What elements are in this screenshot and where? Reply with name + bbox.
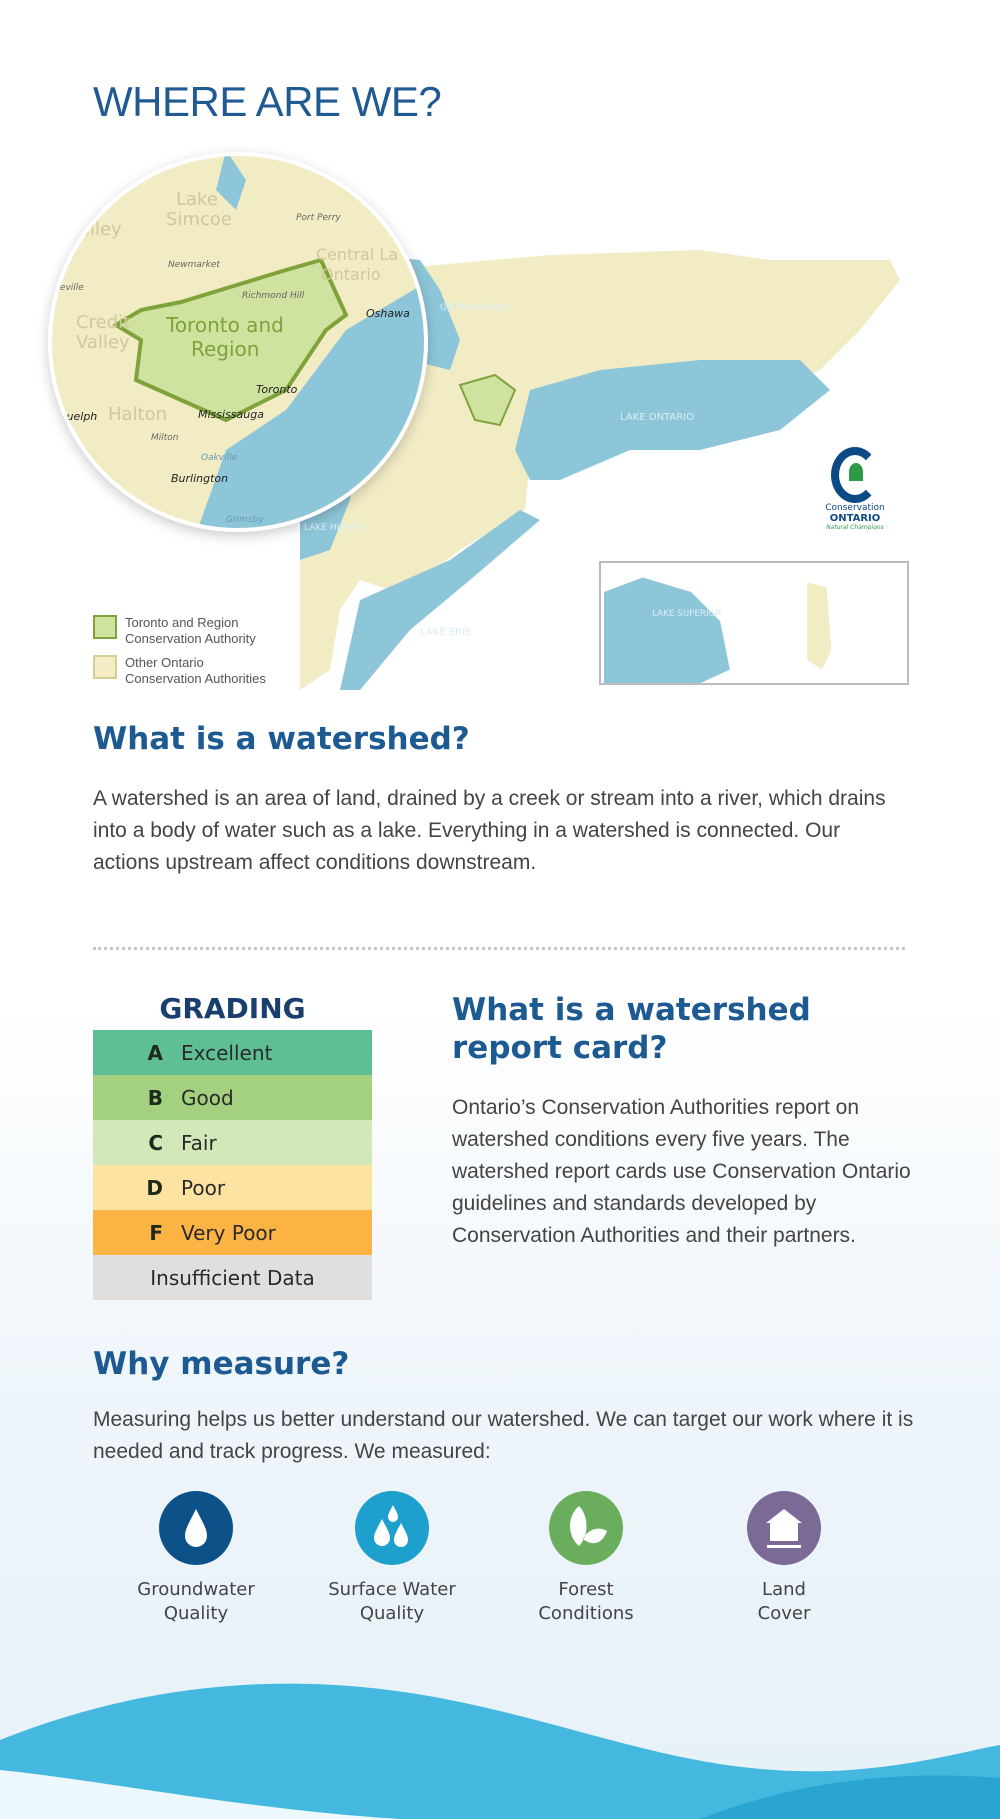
why-heading: Why measure? [93, 1346, 350, 1382]
legend-item-other: Other Ontario Conservation Authorities [93, 655, 266, 687]
measure-label-forest: Forest Conditions [496, 1578, 676, 1626]
region-label: Ontario [321, 265, 381, 284]
measure-label-surface-water: Surface Water Quality [302, 1578, 482, 1626]
grade-letter: A [147, 1040, 163, 1065]
label-line: Groundwater [137, 1579, 255, 1600]
grade-label: Fair [181, 1130, 217, 1155]
page-title: WHERE ARE WE? [93, 78, 442, 125]
report-card-body: Ontario’s Conservation Authorities repor… [452, 1096, 911, 1247]
conservation-ontario-logo: Conservation ONTARIO Natural Champions [815, 447, 895, 531]
label-line: Forest [558, 1579, 614, 1600]
label-line: Cover [757, 1603, 811, 1624]
city-label: Oakville [201, 453, 238, 463]
report-card-heading: What is a watershed report card? [452, 991, 902, 1067]
legend-label: Conservation Authority [125, 631, 256, 646]
grade-letter: C [148, 1130, 163, 1155]
wave-footer [0, 1683, 1000, 1819]
region-label: Region [191, 337, 259, 361]
city-label: Milton [151, 433, 179, 443]
city-label: Mississauga [198, 408, 264, 421]
label-line: Land [762, 1579, 806, 1600]
grading-title: GRADING [159, 992, 306, 1025]
city-label: Burlington [171, 472, 228, 485]
region-label: Credit [76, 312, 130, 333]
house-icon [747, 1491, 821, 1565]
city-label: ingeville [46, 283, 84, 293]
water-drop-icon [159, 1491, 233, 1565]
trca-zoom-circle: Toronto and Region Lake Simcoe Valley Cr… [46, 152, 428, 532]
lake-label: LAKE SUPERIOR [652, 609, 721, 619]
lake-label: LAKE HURON [304, 523, 363, 533]
grade-row-a: A Excellent [93, 1030, 372, 1075]
city-label: Port Perry [296, 213, 341, 223]
legend-swatch [93, 615, 117, 639]
logo-text: Natural Champions [826, 524, 884, 531]
grade-label: Insufficient Data [150, 1265, 315, 1290]
water-drops-icon [355, 1491, 429, 1565]
divider [93, 947, 905, 950]
label-line: Quality [163, 1603, 229, 1624]
logo-mark-icon [831, 447, 879, 503]
heading-line: report card? [452, 1030, 668, 1066]
watershed-body: A watershed is an area of land, drained … [93, 787, 886, 874]
watershed-heading: What is a watershed? [93, 721, 470, 757]
grade-row-b: B Good [93, 1075, 372, 1120]
region-label: Lake [176, 189, 218, 210]
city-label: Richmond Hill [242, 291, 305, 301]
label-line: Surface Water [328, 1579, 456, 1600]
label-line: Quality [359, 1603, 425, 1624]
region-label: Halton [108, 404, 167, 425]
leaf-icon [549, 1491, 623, 1565]
grade-row-d: D Poor [93, 1165, 372, 1210]
region-label: Simcoe [166, 209, 232, 230]
region-label: Toronto and [165, 313, 284, 337]
legend-label: Conservation Authorities [125, 671, 266, 686]
grade-label: Poor [181, 1175, 226, 1200]
grade-label: Very Poor [181, 1220, 276, 1245]
city-label: Grimsby [226, 515, 264, 525]
measure-label-land-cover: Land Cover [694, 1578, 874, 1626]
legend-swatch [93, 655, 117, 679]
grade-letter: B [147, 1085, 163, 1110]
heading-line: What is a watershed [452, 992, 811, 1028]
lake-label: LAKE ONTARIO [620, 412, 694, 423]
logo-text: Conservation [825, 503, 885, 513]
lake-ontario [515, 360, 830, 480]
legend-label: Other Ontario [125, 655, 204, 670]
grade-label: Good [181, 1085, 234, 1110]
city-label: Newmarket [168, 260, 220, 270]
lake-label: GEORGIAN BAY [440, 303, 509, 313]
region-label: Valley [76, 332, 130, 353]
legend-item-trca: Toronto and Region Conservation Authority [93, 615, 256, 647]
lake-erie [340, 510, 540, 690]
grade-insufficient: Insufficient Data [93, 1255, 372, 1300]
grade-row-c: C Fair [93, 1120, 372, 1165]
logo-text: ONTARIO [829, 513, 881, 524]
label-line: Conditions [538, 1603, 634, 1624]
trca-region [458, 373, 517, 427]
city-label: Toronto [256, 383, 298, 396]
region-label: Central La [316, 245, 398, 264]
grade-row-f: F Very Poor [93, 1210, 372, 1255]
grade-letter: F [149, 1220, 163, 1245]
measure-label-groundwater: Groundwater Quality [106, 1578, 286, 1626]
legend-label: Toronto and Region [125, 615, 239, 630]
grade-label: Excellent [181, 1040, 273, 1065]
lake-label: LAKE ERIE [420, 627, 471, 638]
grade-letter: D [146, 1175, 163, 1200]
why-body: Measuring helps us better understand our… [93, 1408, 914, 1463]
city-label: Oshawa [366, 307, 410, 320]
northern-inset-map: LAKE SUPERIOR [599, 561, 909, 685]
